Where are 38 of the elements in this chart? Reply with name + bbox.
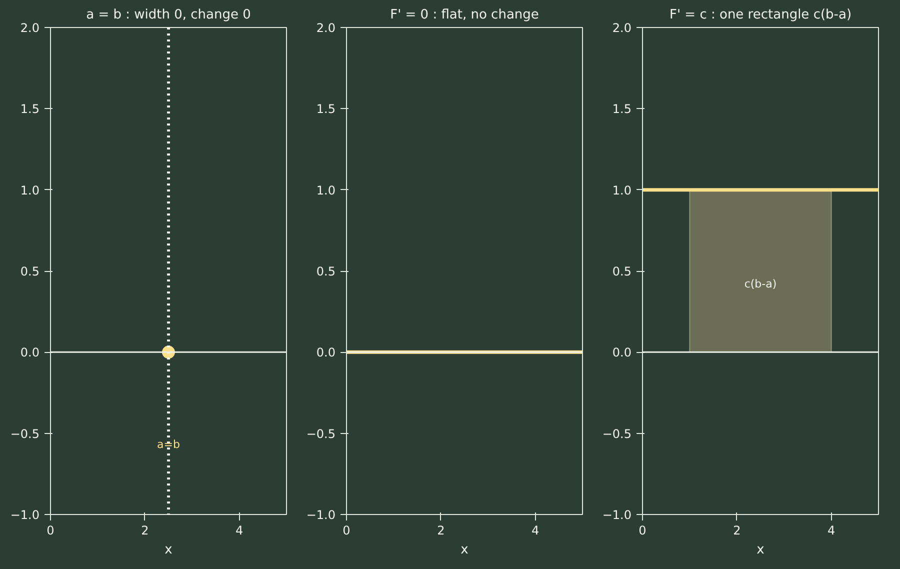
y-tick-label: −0.5	[602, 426, 632, 441]
y-tick-label: 0.5	[20, 264, 40, 278]
y-tick-label: 1.0	[612, 183, 632, 198]
chart-title: F' = c : one rectangle c(b-a)	[669, 8, 852, 22]
y-tick-label: −1.0	[10, 508, 40, 522]
annotation: a=b	[157, 438, 180, 452]
y-tick-label: 0.0	[612, 346, 632, 360]
y-tick-label: 1.5	[612, 102, 632, 116]
x-tick-label: 2	[733, 524, 741, 538]
x-tick-label: 0	[46, 524, 54, 538]
x-axis-title: x	[756, 542, 765, 558]
annotation: c(b-a)	[744, 277, 777, 290]
y-tick-label: −1.0	[602, 508, 632, 522]
y-tick-label: −0.5	[306, 426, 336, 441]
x-tick-label: 4	[827, 524, 836, 538]
y-tick-label: 0.5	[316, 264, 336, 278]
chart-title: a = b : width 0, change 0	[86, 8, 251, 22]
x-tick-label: 4	[531, 524, 540, 538]
y-tick-label: 2.0	[20, 21, 40, 35]
y-tick-label: 2.0	[612, 21, 632, 35]
y-tick-label: 0.5	[612, 264, 632, 278]
x-tick-label: 0	[342, 524, 350, 538]
x-tick-label: 2	[141, 524, 149, 538]
y-tick-label: −1.0	[306, 508, 336, 522]
y-tick-label: 0.0	[316, 346, 336, 360]
x-tick-label: 4	[235, 524, 244, 538]
x-axis-title: x	[460, 542, 469, 558]
x-axis-title: x	[164, 542, 173, 558]
y-tick-label: 2.0	[316, 21, 336, 35]
x-tick-label: 0	[638, 524, 646, 538]
x-tick-label: 2	[437, 524, 445, 538]
chart-title: F' = 0 : flat, no change	[390, 8, 539, 22]
y-tick-label: 1.0	[20, 183, 40, 198]
y-tick-label: 1.0	[316, 183, 336, 198]
y-tick-label: 1.5	[316, 102, 336, 116]
y-tick-label: −0.5	[10, 426, 40, 441]
y-tick-label: 0.0	[20, 346, 40, 360]
y-tick-label: 1.5	[20, 102, 40, 116]
